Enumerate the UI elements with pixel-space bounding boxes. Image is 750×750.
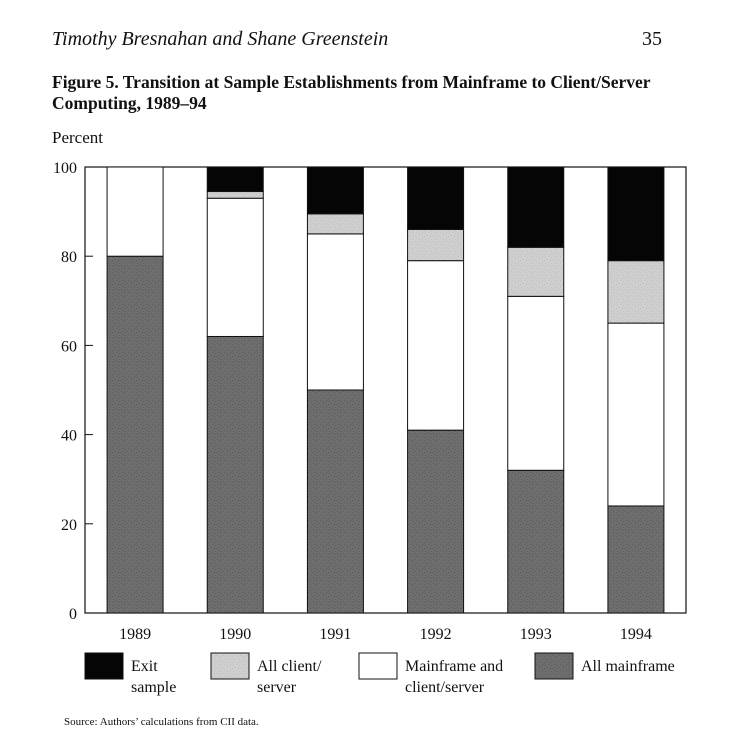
bar-segment xyxy=(407,429,465,614)
bar-segment xyxy=(507,295,565,471)
x-tick-label: 1989 xyxy=(119,626,151,643)
page-number: 35 xyxy=(642,28,662,50)
bar-segment xyxy=(206,335,264,614)
running-head: Timothy Bresnahan and Shane Greenstein 3… xyxy=(52,28,662,54)
y-tick-label: 100 xyxy=(53,160,77,177)
bar-segment xyxy=(106,166,164,257)
bar-segment xyxy=(507,469,565,614)
running-head-authors: Timothy Bresnahan and Shane Greenstein xyxy=(52,28,389,50)
x-tick-label: 1990 xyxy=(219,626,251,643)
x-tick-label: 1993 xyxy=(520,626,552,643)
bar-segment xyxy=(206,191,264,199)
bar-segment xyxy=(106,255,164,614)
bar-segment xyxy=(306,233,364,391)
legend-swatch xyxy=(84,652,124,680)
legend-label: All mainframe xyxy=(581,658,675,675)
bar-segment xyxy=(206,166,264,193)
bar-segment xyxy=(607,260,665,324)
bar-segment xyxy=(607,505,665,614)
plot-frame xyxy=(84,166,687,614)
legend-swatch xyxy=(358,652,398,680)
source-note: Source: Authors’ calculations from CII d… xyxy=(64,716,259,728)
y-tick-label: 60 xyxy=(61,338,77,355)
legend-label: Exit sample xyxy=(131,658,176,696)
bar-segment xyxy=(507,246,565,297)
y-tick-label: 0 xyxy=(69,606,77,623)
bar-segment xyxy=(607,322,665,507)
figure-title-line-2: Computing, 1989–94 xyxy=(52,93,207,113)
x-tick-label: 1991 xyxy=(319,626,351,643)
legend-label: Mainframe and client/server xyxy=(405,658,503,696)
bar-segment xyxy=(607,166,665,262)
bar-segment xyxy=(306,389,364,614)
y-tick-label: 20 xyxy=(61,517,77,534)
bar-segment xyxy=(206,197,264,337)
x-tick-label: 1992 xyxy=(420,626,452,643)
figure-title-line-1: Figure 5. Transition at Sample Establish… xyxy=(52,72,651,92)
y-tick-label: 40 xyxy=(61,428,77,445)
y-axis-label: Percent xyxy=(52,128,103,147)
y-tick-label: 80 xyxy=(61,249,77,266)
figure-title: Figure 5. Transition at Sample Establish… xyxy=(52,72,692,114)
bar-segment xyxy=(407,228,465,262)
bar-segment xyxy=(407,260,465,431)
bar-segment xyxy=(407,166,465,230)
legend-swatch xyxy=(534,652,574,680)
legend-swatch xyxy=(210,652,250,680)
x-tick-label: 1994 xyxy=(620,626,652,643)
bar-segment xyxy=(306,213,364,235)
legend-label: All client/server xyxy=(257,658,322,696)
bar-segment xyxy=(306,166,364,215)
bar-segment xyxy=(507,166,565,248)
